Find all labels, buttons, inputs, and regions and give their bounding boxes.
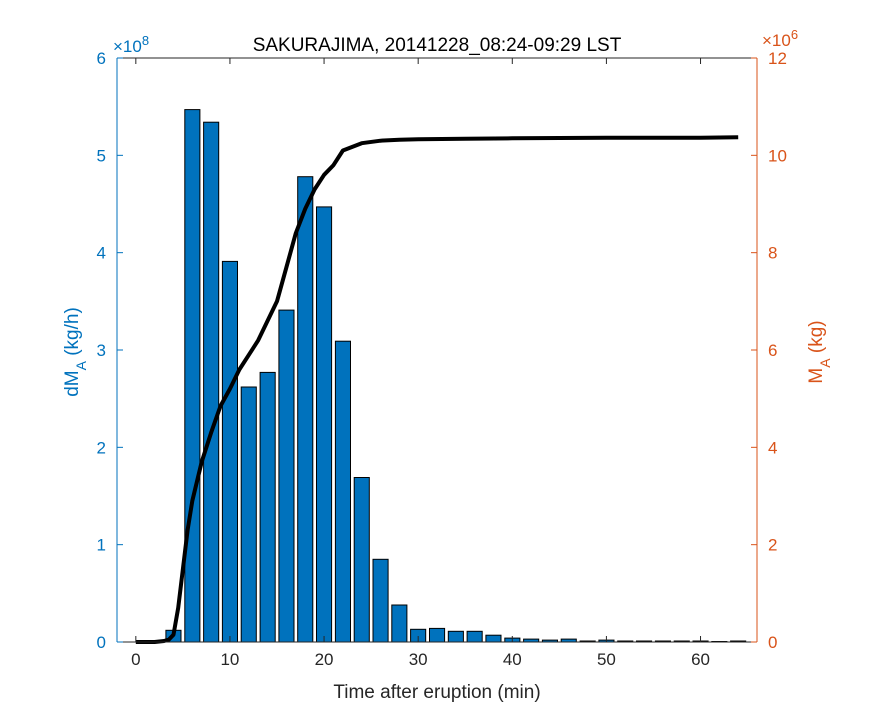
bar — [184, 109, 201, 643]
left-y-tick-label: 2 — [97, 438, 106, 457]
bar — [240, 386, 257, 643]
bar — [429, 627, 446, 643]
bar — [203, 121, 220, 643]
right-y-axis-label: MA (kg) — [806, 320, 833, 383]
left-y-tick-label: 5 — [97, 146, 106, 165]
x-tick-label: 0 — [131, 650, 140, 669]
left-y-tick-label: 3 — [97, 341, 106, 360]
line-layer — [135, 135, 739, 644]
bar — [221, 260, 238, 643]
cumulative-mass-line — [135, 135, 739, 644]
right-y-tick-label: 12 — [768, 49, 787, 68]
right-y-tick-label: 0 — [768, 633, 777, 652]
bar — [334, 340, 351, 643]
bar — [259, 371, 276, 643]
bar — [447, 630, 464, 643]
bar — [391, 604, 408, 643]
x-axis-label: Time after eruption (min) — [333, 682, 540, 703]
bar — [316, 206, 333, 643]
bar — [466, 630, 483, 643]
bar — [297, 176, 314, 643]
x-tick-label: 60 — [691, 650, 710, 669]
left-y-tick-label: 0 — [97, 633, 106, 652]
bar — [278, 309, 295, 643]
chart-title: SAKURAJIMA, 20141228_08:24-09:29 LST — [253, 35, 622, 56]
bar — [353, 477, 370, 643]
bar — [485, 634, 502, 643]
left-y-tick-label: 6 — [97, 49, 106, 68]
right-y-tick-label: 2 — [768, 536, 777, 555]
x-tick-label: 40 — [503, 650, 522, 669]
left-axis-multiplier: ×108 — [113, 33, 149, 57]
left-y-tick-label: 4 — [97, 244, 106, 263]
x-tick-label: 20 — [315, 650, 334, 669]
right-y-tick-label: 4 — [768, 438, 777, 457]
left-y-tick-label: 1 — [97, 536, 106, 555]
bar — [372, 558, 389, 643]
x-tick-label: 50 — [597, 650, 616, 669]
bars-layer — [146, 109, 747, 643]
right-axis-multiplier: ×106 — [762, 27, 798, 51]
left-y-axis-label: dMA (kg/h) — [62, 307, 89, 397]
right-y-tick-label: 10 — [768, 146, 787, 165]
x-tick-label: 10 — [220, 650, 239, 669]
right-y-tick-label: 8 — [768, 244, 777, 263]
x-tick-label: 30 — [409, 650, 428, 669]
right-y-tick-label: 6 — [768, 341, 777, 360]
